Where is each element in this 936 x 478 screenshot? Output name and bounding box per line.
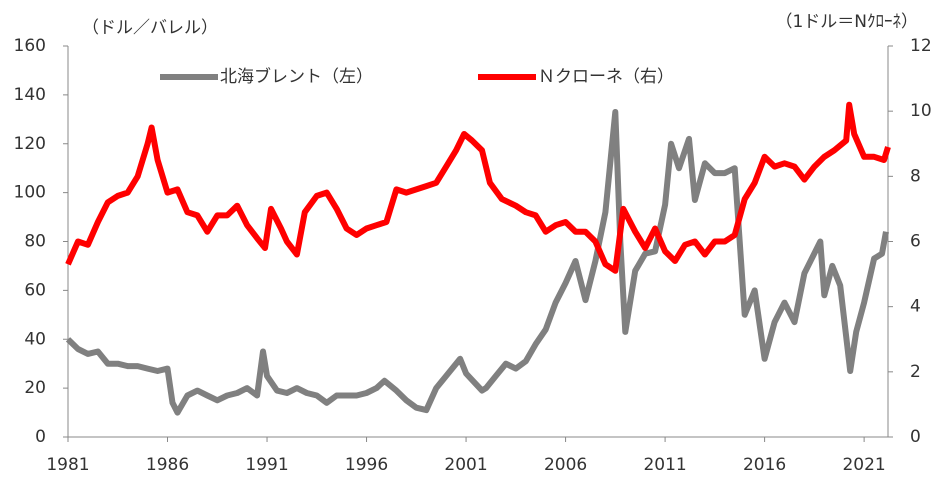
y2-tick-label: 0 [910, 427, 921, 447]
x-tick-label: 2021 [842, 455, 885, 475]
y2-tick-label: 12 [910, 36, 932, 56]
y-tick-label: 160 [14, 36, 46, 56]
y-tick-label: 0 [35, 427, 46, 447]
x-tick-label: 1996 [345, 455, 388, 475]
x-tick-label: 1986 [146, 455, 189, 475]
legend-label: 北海ブレント（左） [220, 66, 373, 87]
y-axis-label: （ドル／バレル） [82, 18, 218, 38]
y-tick-label: 80 [24, 232, 46, 252]
y2-tick-label: 6 [910, 232, 921, 252]
y-tick-label: 100 [14, 183, 46, 203]
legend-label: Ｎクローネ（右） [538, 67, 674, 87]
x-tick-label: 2001 [444, 455, 487, 475]
series-line [65, 101, 891, 274]
y2-tick-label: 10 [910, 101, 932, 121]
y2-tick-label: 2 [910, 362, 921, 382]
y2-tick-label: 4 [910, 297, 921, 317]
y-tick-label: 60 [24, 280, 46, 300]
x-tick-label: 2006 [544, 455, 587, 475]
y-tick-label: 40 [24, 329, 46, 349]
x-tick-label: 2016 [743, 455, 786, 475]
y-tick-label: 120 [14, 134, 46, 154]
y-tick-label: 140 [14, 85, 46, 105]
y2-axis-label: （1ドル＝Nｸﾛｰﾈ） [775, 12, 918, 32]
x-tick-label: 1981 [46, 455, 89, 475]
y-tick-label: 20 [24, 378, 46, 398]
y2-tick-label: 8 [910, 166, 921, 186]
series-line [65, 109, 889, 416]
x-tick-label: 1991 [245, 455, 288, 475]
x-tick-label: 2011 [643, 455, 686, 475]
